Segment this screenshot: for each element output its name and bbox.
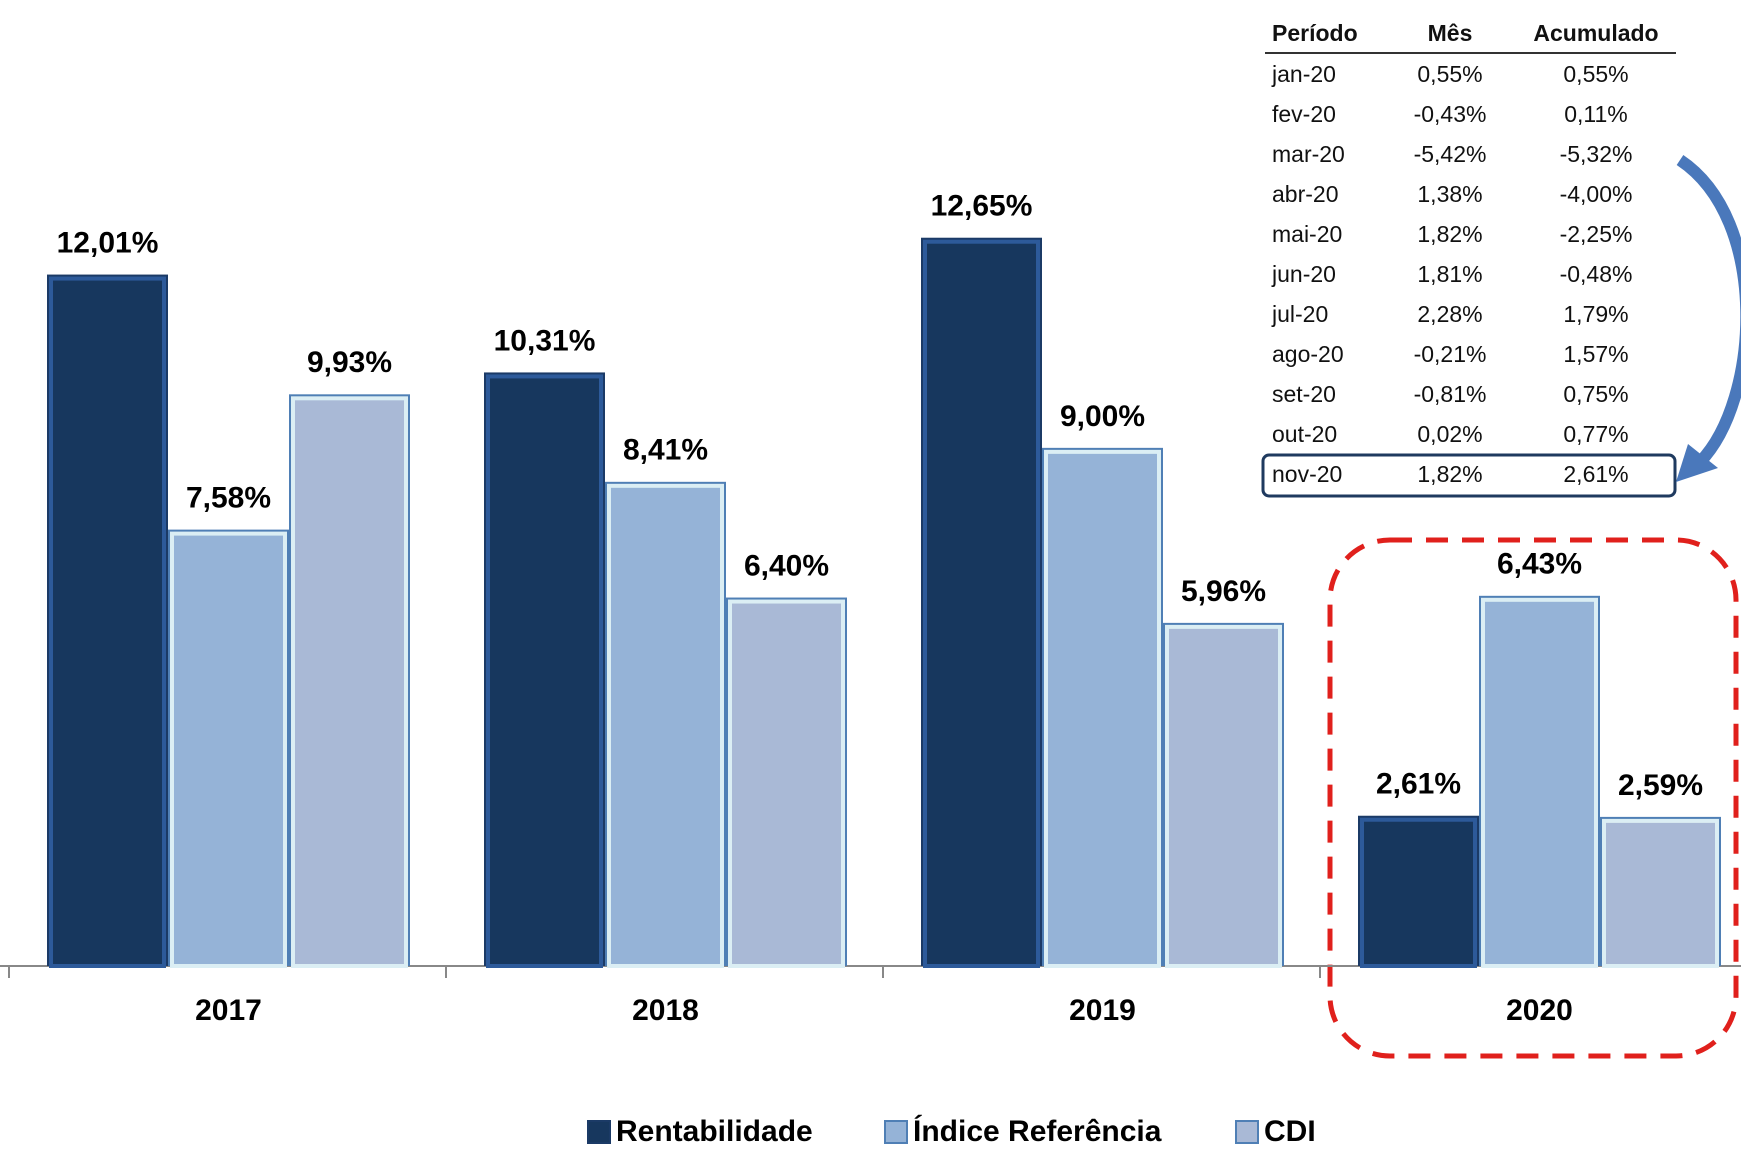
table-cell: -0,43% xyxy=(1414,101,1487,127)
table-header: Mês xyxy=(1428,20,1473,46)
data-label: 6,40% xyxy=(744,549,829,582)
table-cell: -0,21% xyxy=(1414,341,1487,367)
table-cell: abr-20 xyxy=(1272,181,1338,207)
arrow xyxy=(1676,155,1741,467)
table-cell: jun-20 xyxy=(1271,261,1336,287)
x-tick-label: 2018 xyxy=(632,994,699,1027)
table-cell: 1,81% xyxy=(1417,261,1482,287)
legend-swatch xyxy=(587,1120,611,1144)
table-cell: 1,82% xyxy=(1417,461,1482,487)
table-cell: jan-20 xyxy=(1271,61,1336,87)
table-cell: mar-20 xyxy=(1272,141,1345,167)
highlight-box xyxy=(1327,537,1739,1059)
table-cell: 0,55% xyxy=(1563,61,1628,87)
table-cell: out-20 xyxy=(1272,421,1337,447)
data-label: 7,58% xyxy=(186,482,271,515)
table-header: Acumulado xyxy=(1533,20,1658,46)
data-label: 9,00% xyxy=(1060,400,1145,433)
table-cell: 0,75% xyxy=(1563,381,1628,407)
legend-swatch xyxy=(884,1120,908,1144)
table-cell: -5,42% xyxy=(1414,141,1487,167)
bar xyxy=(1481,597,1598,969)
bar xyxy=(923,239,1040,968)
legend-label: CDI xyxy=(1264,1115,1316,1148)
data-label: 10,31% xyxy=(494,324,596,357)
bar xyxy=(728,599,845,968)
table-cell: 1,38% xyxy=(1417,181,1482,207)
bar xyxy=(49,276,166,968)
table-cell: 0,11% xyxy=(1564,101,1628,127)
x-tick-label: 2019 xyxy=(1069,994,1136,1027)
table-cell: 2,61% xyxy=(1563,461,1628,487)
table-cell: 2,28% xyxy=(1417,301,1482,327)
data-label: 5,96% xyxy=(1181,575,1266,608)
table-cell: -5,32% xyxy=(1560,141,1633,167)
bar xyxy=(486,374,603,968)
table-cell: jul-20 xyxy=(1271,301,1328,327)
bar xyxy=(1165,624,1282,968)
legend-label: Índice Referência xyxy=(913,1114,1162,1148)
table-cell: 1,57% xyxy=(1563,341,1628,367)
bar xyxy=(291,396,408,968)
table-cell: nov-20 xyxy=(1272,461,1342,487)
table-cell: 1,82% xyxy=(1417,221,1482,247)
data-label: 2,59% xyxy=(1618,769,1703,802)
bar xyxy=(607,483,724,968)
data-label: 6,43% xyxy=(1497,548,1582,581)
table-cell: fev-20 xyxy=(1272,101,1336,127)
table-cell: ago-20 xyxy=(1272,341,1344,367)
data-label: 12,01% xyxy=(57,226,159,259)
table-cell: set-20 xyxy=(1272,381,1336,407)
bar xyxy=(170,531,287,968)
data-label: 2,61% xyxy=(1376,768,1461,801)
data-label: 9,93% xyxy=(307,346,392,379)
bar xyxy=(1602,818,1719,969)
legend-swatch xyxy=(1235,1120,1259,1144)
table-cell: 1,79% xyxy=(1563,301,1628,327)
row-highlight xyxy=(1261,453,1677,498)
table-cell: -0,48% xyxy=(1560,261,1633,287)
arrow-head xyxy=(1676,444,1718,482)
x-tick-label: 2017 xyxy=(195,994,262,1027)
table-cell: -4,00% xyxy=(1560,181,1633,207)
data-label: 8,41% xyxy=(623,434,708,467)
x-tick-label: 2020 xyxy=(1506,994,1573,1027)
table-cell: mai-20 xyxy=(1272,221,1342,247)
table-cell: 0,55% xyxy=(1417,61,1482,87)
data-label: 12,65% xyxy=(931,190,1033,223)
table-header: Período xyxy=(1272,20,1358,46)
table-cell: -2,25% xyxy=(1560,221,1633,247)
table-cell: 0,77% xyxy=(1563,421,1628,447)
bar xyxy=(1044,449,1161,969)
table-cell: 0,02% xyxy=(1417,421,1482,447)
table-cell: -0,81% xyxy=(1414,381,1487,407)
bar xyxy=(1360,817,1477,969)
legend-label: Rentabilidade xyxy=(616,1115,813,1148)
